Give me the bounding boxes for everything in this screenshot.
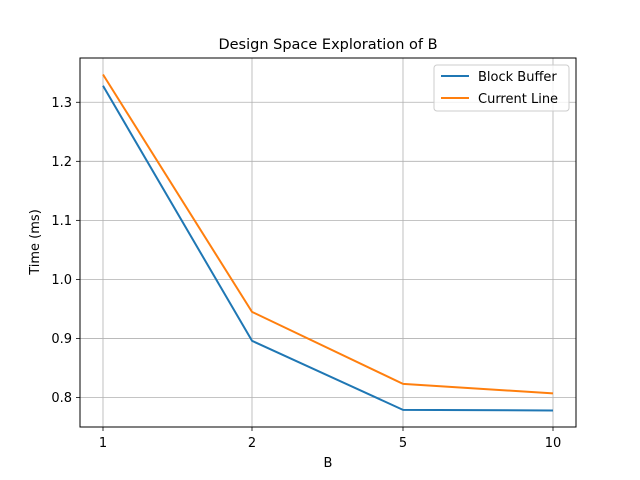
x-tick-label: 2 <box>248 436 256 451</box>
plot-frame <box>79 57 577 428</box>
y-tick-label: 0.9 <box>51 332 72 347</box>
y-tick-label: 1.0 <box>51 273 72 288</box>
y-tick-label: 1.2 <box>51 155 72 170</box>
x-axis-label: B <box>324 456 333 471</box>
legend-label-current-line: Current Line <box>478 92 558 107</box>
x-axis-ticks: 1 2 5 10 <box>99 427 561 451</box>
y-axis-ticks: 0.8 0.9 1.0 1.1 1.2 1.3 <box>51 96 80 406</box>
y-tick-label: 1.1 <box>51 214 72 229</box>
chart-title: Design Space Exploration of B <box>218 37 437 53</box>
x-tick-label: 5 <box>399 436 407 451</box>
y-tick-label: 0.8 <box>51 391 72 406</box>
data-series <box>102 73 554 412</box>
x-tick-label: 10 <box>545 436 562 451</box>
series-line-block-buffer <box>102 85 554 412</box>
legend: Block Buffer Current Line <box>433 64 570 112</box>
series-line-current-line <box>102 73 554 395</box>
y-tick-label: 1.3 <box>51 96 72 111</box>
y-axis-label: Time (ms) <box>28 209 43 276</box>
x-tick-label: 1 <box>99 436 107 451</box>
legend-label-block-buffer: Block Buffer <box>478 70 557 85</box>
